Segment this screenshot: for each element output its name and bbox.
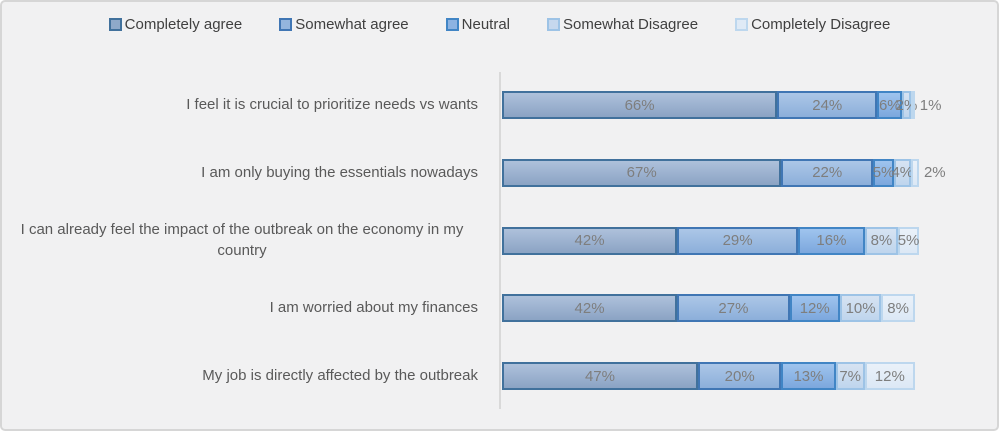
- bar-segment: 66%: [502, 91, 778, 119]
- bar-segment: 13%: [781, 362, 836, 390]
- data-label: 66%: [624, 96, 655, 114]
- category-axis-line: [499, 72, 501, 409]
- bar-segment: 5%: [872, 158, 895, 187]
- category-label: I am worried about my finances: [2, 294, 490, 322]
- legend-label: Completely agree: [124, 16, 243, 33]
- legend-label: Neutral: [461, 16, 510, 33]
- bar-segment: 10%: [839, 294, 882, 323]
- bar-segment: 12%: [864, 362, 915, 390]
- data-label: 20%: [724, 367, 755, 385]
- chart-legend: Completely agree Somewhat agree Neutral Som…: [2, 16, 997, 33]
- bar-segment: 12%: [789, 294, 840, 323]
- bar-segment: 1%: [910, 91, 941, 119]
- legend-item: Somewhat Disagree: [547, 16, 698, 33]
- category-label-text: I feel it is crucial to prioritize needs…: [186, 95, 478, 113]
- legend-marker-icon: [108, 18, 122, 31]
- bar-segment: 42%: [502, 294, 678, 323]
- stacked-bar: 42% 29% 16% 8% 5%: [502, 226, 920, 255]
- data-label: 7%: [839, 367, 862, 385]
- data-label: 5%: [897, 232, 920, 249]
- bar-segment: 6%: [877, 91, 903, 119]
- legend-label: Somewhat Disagree: [563, 16, 699, 33]
- data-label: 12%: [874, 367, 905, 385]
- legend-marker-icon: [279, 18, 293, 31]
- category-label: I am only buying the essentials nowadays: [2, 159, 490, 187]
- bar-segment: 5%: [897, 226, 920, 255]
- data-label: 2%: [895, 96, 918, 114]
- bar-segment: 22%: [781, 158, 874, 187]
- plot-area: I feel it is crucial to prioritize needs…: [2, 72, 997, 409]
- legend-item: Somewhat agree: [279, 16, 409, 33]
- data-label: 8%: [887, 299, 909, 317]
- legend-item: Completely Disagree: [735, 16, 890, 33]
- data-label: 13%: [793, 367, 824, 385]
- bar-segment: 7%: [835, 362, 865, 390]
- bar-segment: 16%: [798, 226, 865, 255]
- category-label: My job is directly affected by the outbr…: [2, 362, 490, 390]
- data-label: 29%: [722, 232, 753, 249]
- data-label: 12%: [799, 299, 830, 317]
- chart-row: My job is directly affected by the outbr…: [2, 362, 997, 390]
- data-label: 27%: [718, 299, 749, 317]
- legend-label: Somewhat agree: [295, 16, 409, 33]
- bar-segment: 8%: [864, 226, 899, 255]
- bar-segment: 24%: [777, 91, 878, 119]
- legend-item: Completely agree: [108, 16, 243, 33]
- category-label-text: I am only buying the essentials nowadays: [201, 163, 478, 181]
- data-label: 24%: [812, 96, 843, 114]
- bar-segment: 47%: [502, 362, 698, 390]
- legend-marker-icon: [547, 18, 560, 31]
- data-label: 5%: [872, 164, 895, 182]
- data-label: 42%: [574, 232, 605, 249]
- data-label: 1%: [919, 96, 942, 114]
- data-label: 8%: [870, 232, 893, 249]
- data-label: 67%: [626, 164, 657, 182]
- data-label: 42%: [574, 299, 605, 317]
- bar-segment: 42%: [502, 226, 678, 255]
- bar-segment: 2%: [910, 158, 946, 187]
- category-label-text: My job is directly affected by the outbr…: [202, 366, 478, 384]
- data-label: 47%: [584, 367, 615, 385]
- bar-segment: 20%: [697, 362, 782, 390]
- data-label: 2%: [923, 164, 946, 182]
- category-label: I feel it is crucial to prioritize needs…: [2, 91, 490, 119]
- category-label-text: I am worried about my finances: [269, 299, 478, 317]
- legend-marker-icon: [735, 18, 749, 31]
- legend-label: Completely Disagree: [751, 16, 891, 33]
- bar-segment: 2%: [895, 91, 918, 119]
- bar-segment: 4%: [891, 158, 914, 187]
- data-label: 6%: [878, 96, 901, 114]
- data-label: 16%: [816, 232, 847, 249]
- stacked-bar: 47% 20% 13% 7% 12%: [502, 362, 915, 390]
- chart-row: I am worried about my finances 42% 27% 12% 1…: [2, 294, 997, 323]
- chart-row: I am only buying the essentials nowadays…: [2, 158, 997, 187]
- legend-marker-icon: [445, 18, 459, 31]
- stacked-bar: 42% 27% 12% 10% 8%: [502, 294, 915, 323]
- bar-segment: 67%: [502, 158, 782, 187]
- data-label: 22%: [812, 164, 843, 182]
- data-label: 4%: [891, 164, 914, 182]
- stacked-bar: 67% 22% 5% 4% 2%: [502, 158, 946, 187]
- chart-row: I feel it is crucial to prioritize needs…: [2, 91, 997, 119]
- bar-segment: 8%: [881, 294, 915, 323]
- bar-segment: 27%: [677, 294, 790, 323]
- category-label-text: I can already feel the impact of the out…: [20, 221, 464, 259]
- legend-item: Neutral: [445, 16, 510, 33]
- chart-row: I can already feel the impact of the out…: [2, 221, 997, 258]
- bar-segment: 29%: [677, 226, 799, 255]
- data-label: 10%: [845, 299, 876, 317]
- stacked-bar: 66% 24% 6% 2% 1%: [502, 91, 941, 119]
- category-label: I can already feel the impact of the out…: [2, 221, 490, 258]
